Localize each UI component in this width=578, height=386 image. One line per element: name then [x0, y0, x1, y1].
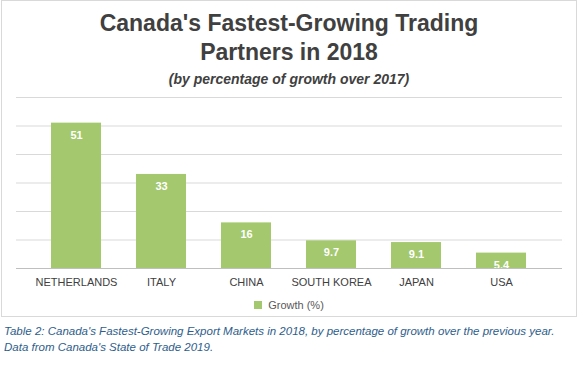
svg-text:5.4: 5.4: [493, 258, 510, 271]
html-text:Data from Canada's State of Tr: Data from Canada's State of Trade 2019.: [4, 341, 214, 353]
html-text:Table 2: Canada's Fastest-Grow: Table 2: Canada's Fastest-Growing Export…: [4, 325, 555, 337]
svg-text:9.7: 9.7: [324, 246, 339, 258]
svg-text:ITALY: ITALY: [147, 276, 177, 288]
svg-text:51: 51: [70, 129, 82, 141]
svg-text:9.1: 9.1: [409, 248, 424, 260]
html-text:Canada's Fastest-Growing Tradi: Canada's Fastest-Growing Trading Partner…: [99, 10, 479, 65]
html-text:Growth (%): Growth (%): [268, 299, 324, 311]
svg-text:JAPAN: JAPAN: [399, 276, 434, 288]
svg-text:NETHERLANDS: NETHERLANDS: [36, 276, 118, 288]
html-text:(by percentage of growth over: (by percentage of growth over 2017): [168, 71, 410, 87]
svg-text:USA: USA: [490, 276, 513, 288]
svg-text:CHINA: CHINA: [229, 276, 264, 288]
svg-text:33: 33: [155, 180, 167, 192]
svg-text:16: 16: [240, 228, 252, 240]
svg-text:SOUTH KOREA: SOUTH KOREA: [291, 276, 372, 288]
